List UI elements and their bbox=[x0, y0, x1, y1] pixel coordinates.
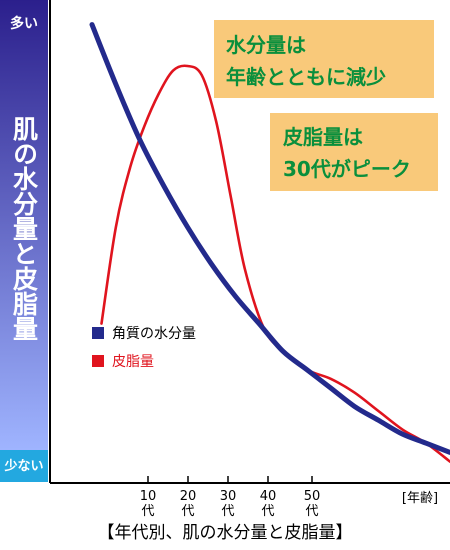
callout-sebum-box bbox=[270, 113, 438, 191]
callout-sebum-line2: 30代がピーク bbox=[283, 157, 411, 181]
callout-sebum-line1: 皮脂量は bbox=[283, 125, 363, 149]
series-sebum-line bbox=[100, 64, 450, 463]
callout-water-line2: 年齢とともに減少 bbox=[226, 65, 386, 89]
x-ticks bbox=[147, 476, 313, 483]
y-axis-band-tip bbox=[0, 450, 48, 482]
legend-swatch bbox=[92, 355, 104, 367]
callout-sebum-pointer bbox=[235, 116, 273, 128]
x-tick-label: 30 代 bbox=[220, 489, 237, 519]
legend-swatch bbox=[92, 327, 104, 339]
x-tick-label: 10 代 bbox=[140, 489, 157, 519]
x-tick-label: 20 代 bbox=[180, 489, 197, 519]
chart-caption: 【年代別、肌の水分量と皮脂量】 bbox=[98, 523, 353, 543]
callout-water-pointer bbox=[116, 40, 216, 56]
series-layer bbox=[89, 22, 450, 463]
y-axis-band bbox=[0, 0, 48, 450]
y-axis-bottom-label: 少ない bbox=[3, 458, 43, 474]
x-tick-labels: 10 代 20 代 30 代 40 代 50 代 bbox=[140, 489, 321, 519]
y-axis-title: 肌の水分量と皮脂量 bbox=[10, 116, 39, 341]
x-tick-label: 40 代 bbox=[260, 489, 277, 519]
callout-water-box bbox=[214, 20, 434, 98]
callout-water-line1: 水分量は bbox=[226, 33, 306, 57]
callout-water: 水分量は 年齢とともに減少 bbox=[116, 20, 434, 98]
x-tick-label: 50 代 bbox=[304, 489, 321, 519]
legend-label: 皮脂量 bbox=[112, 354, 154, 370]
legend-label: 角質の水分量 bbox=[112, 326, 196, 342]
callout-sebum: 皮脂量は 30代がピーク bbox=[235, 113, 438, 191]
y-axis-top-label: 多い bbox=[10, 15, 38, 32]
x-axis-unit: [年齢] bbox=[402, 491, 438, 506]
series-water-line bbox=[89, 22, 450, 455]
